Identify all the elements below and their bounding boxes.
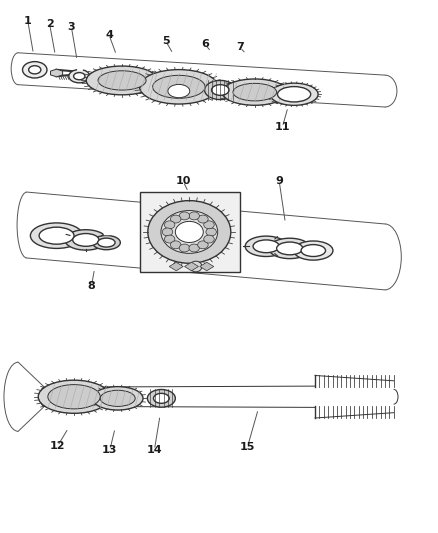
Ellipse shape bbox=[22, 62, 47, 78]
Ellipse shape bbox=[269, 238, 311, 259]
Ellipse shape bbox=[245, 236, 287, 256]
Text: 11: 11 bbox=[275, 122, 290, 132]
Ellipse shape bbox=[48, 385, 100, 409]
Ellipse shape bbox=[92, 236, 120, 250]
Ellipse shape bbox=[69, 69, 90, 83]
Ellipse shape bbox=[175, 221, 203, 243]
Ellipse shape bbox=[98, 238, 115, 247]
Ellipse shape bbox=[206, 228, 216, 236]
Ellipse shape bbox=[57, 389, 91, 405]
Text: 2: 2 bbox=[46, 19, 53, 29]
Ellipse shape bbox=[198, 215, 208, 223]
Text: 4: 4 bbox=[105, 30, 113, 40]
Ellipse shape bbox=[86, 66, 158, 95]
Ellipse shape bbox=[162, 79, 195, 94]
Text: 7: 7 bbox=[236, 43, 244, 52]
Ellipse shape bbox=[100, 390, 135, 407]
Ellipse shape bbox=[92, 386, 143, 410]
Ellipse shape bbox=[212, 85, 229, 95]
Ellipse shape bbox=[74, 72, 85, 80]
Ellipse shape bbox=[28, 66, 41, 74]
Ellipse shape bbox=[39, 227, 74, 244]
Ellipse shape bbox=[38, 380, 110, 413]
Ellipse shape bbox=[179, 212, 190, 220]
Ellipse shape bbox=[253, 240, 279, 253]
Polygon shape bbox=[200, 262, 214, 271]
Ellipse shape bbox=[190, 261, 202, 272]
Text: 3: 3 bbox=[67, 22, 75, 33]
Ellipse shape bbox=[198, 241, 208, 249]
Text: 12: 12 bbox=[49, 441, 65, 451]
Ellipse shape bbox=[179, 244, 190, 252]
Ellipse shape bbox=[270, 83, 318, 106]
Ellipse shape bbox=[204, 235, 214, 243]
Ellipse shape bbox=[161, 211, 218, 253]
Ellipse shape bbox=[204, 221, 214, 229]
Text: 8: 8 bbox=[88, 281, 95, 290]
Ellipse shape bbox=[30, 223, 83, 248]
Text: 14: 14 bbox=[147, 445, 162, 455]
Text: 10: 10 bbox=[176, 176, 191, 187]
Ellipse shape bbox=[293, 241, 333, 260]
Polygon shape bbox=[169, 262, 183, 271]
Ellipse shape bbox=[107, 393, 129, 403]
Ellipse shape bbox=[233, 83, 277, 101]
Ellipse shape bbox=[205, 80, 236, 100]
Ellipse shape bbox=[164, 221, 175, 229]
Ellipse shape bbox=[301, 245, 325, 256]
Ellipse shape bbox=[189, 244, 199, 252]
Text: 6: 6 bbox=[201, 39, 209, 49]
Ellipse shape bbox=[148, 390, 175, 407]
Ellipse shape bbox=[162, 228, 173, 236]
Polygon shape bbox=[50, 69, 63, 77]
Ellipse shape bbox=[189, 212, 199, 220]
Ellipse shape bbox=[140, 70, 218, 104]
Ellipse shape bbox=[148, 200, 231, 263]
Ellipse shape bbox=[170, 241, 181, 249]
Ellipse shape bbox=[168, 84, 190, 98]
Polygon shape bbox=[184, 262, 198, 271]
Ellipse shape bbox=[222, 79, 288, 106]
Text: 15: 15 bbox=[240, 442, 255, 452]
Ellipse shape bbox=[278, 86, 311, 102]
Ellipse shape bbox=[65, 230, 107, 250]
Text: 5: 5 bbox=[162, 36, 170, 46]
Ellipse shape bbox=[170, 215, 181, 223]
Polygon shape bbox=[140, 192, 240, 272]
Ellipse shape bbox=[98, 71, 146, 90]
Text: 1: 1 bbox=[24, 16, 32, 26]
Ellipse shape bbox=[73, 233, 99, 246]
Ellipse shape bbox=[107, 75, 137, 86]
Ellipse shape bbox=[153, 393, 169, 403]
Text: 9: 9 bbox=[276, 176, 283, 187]
Ellipse shape bbox=[277, 242, 303, 255]
Ellipse shape bbox=[243, 87, 267, 97]
Ellipse shape bbox=[152, 75, 205, 98]
Ellipse shape bbox=[164, 235, 175, 243]
Text: 13: 13 bbox=[102, 445, 117, 455]
